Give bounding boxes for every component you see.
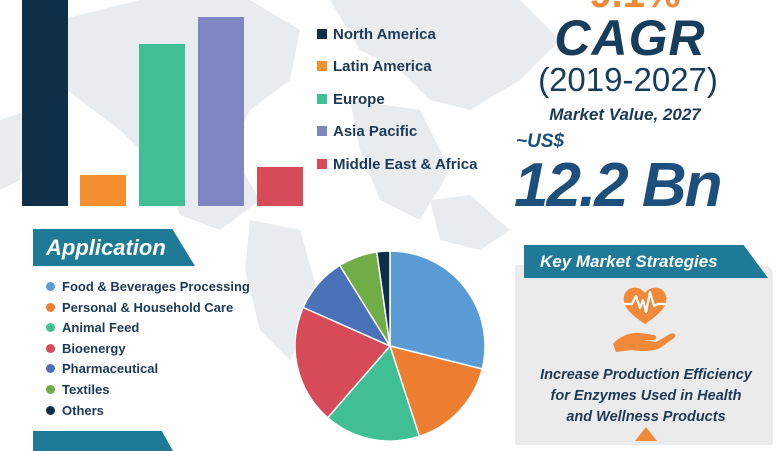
pie-slice-personal-household	[388, 344, 484, 438]
legend-item-asia-pacific: Asia Pacific	[317, 121, 417, 141]
strategy-line: Increase Production Efficiency	[540, 367, 752, 383]
cagr-value: 9.1%	[520, 0, 750, 14]
legend-swatch	[317, 29, 327, 39]
application-item: Textiles	[46, 379, 109, 399]
bullet-dot	[46, 384, 55, 394]
legend-item-middle-east-africa: Middle East & Africa	[317, 154, 477, 174]
strategy-text: Increase Production Efficiency for Enzym…	[520, 365, 772, 428]
application-label: Personal & Household Care	[62, 299, 234, 315]
bullet-dot	[46, 281, 55, 291]
application-banner: Application	[33, 229, 195, 266]
up-arrow-icon	[635, 427, 657, 441]
application-item: Bioenergy	[46, 338, 126, 358]
cagr-period: (2019-2027)	[538, 61, 718, 98]
legend-item-north-america: North America	[317, 24, 436, 44]
application-pie-chart	[295, 251, 485, 441]
pie-slice-others	[375, 251, 391, 347]
strategies-banner: Key Market Strategies	[524, 245, 768, 278]
legend-label: Asia Pacific	[333, 122, 418, 140]
application-label: Pharmaceutical	[62, 360, 159, 376]
legend-label: Europe	[333, 90, 385, 108]
legend-item-europe: Europe	[317, 89, 385, 109]
bar-latin-america	[80, 175, 126, 206]
bullet-dot	[46, 302, 55, 312]
bar-middle-east-africa	[257, 167, 303, 206]
application-item: Others	[46, 400, 104, 420]
application-item: Animal Feed	[46, 317, 139, 337]
application-item: Food & Beverages Processing	[46, 276, 250, 296]
bullet-dot	[46, 363, 55, 373]
application-item: Personal & Household Care	[46, 297, 233, 317]
application-label: Bioenergy	[62, 340, 126, 356]
application-label: Others	[62, 402, 104, 418]
strategy-line: for Enzymes Used in Health	[550, 388, 742, 404]
bullet-dot	[46, 322, 55, 332]
legend-label: Latin America	[333, 57, 432, 75]
market-value: 12.2 Bn	[514, 151, 723, 220]
application-label: Food & Beverages Processing	[62, 278, 250, 294]
cagr-label: CAGR	[554, 10, 706, 66]
legend-label: Middle East & Africa	[333, 155, 478, 173]
bar-north-america	[22, 0, 68, 206]
bullet-dot	[46, 405, 55, 415]
pie-slice-food-beverages	[389, 251, 485, 370]
pie-slice-bioenergy	[295, 306, 392, 419]
legend-swatch	[317, 126, 327, 136]
legend-swatch	[317, 94, 327, 104]
application-label: Textiles	[62, 381, 110, 397]
legend-swatch	[317, 159, 327, 169]
pie-slice-animal-feed	[326, 344, 421, 441]
application-item: Pharmaceutical	[46, 358, 158, 378]
application-label: Animal Feed	[62, 319, 140, 335]
currency-prefix: ~US$	[516, 131, 565, 152]
bar-europe	[139, 44, 185, 206]
market-value-label: Market Value, 2027	[549, 105, 701, 124]
strategy-line: and Wellness Products	[566, 409, 726, 425]
legend-label: North America	[333, 25, 436, 43]
bar-asia-pacific	[198, 17, 244, 206]
next-section-banner	[33, 431, 173, 451]
bullet-dot	[46, 343, 55, 353]
legend-swatch	[317, 61, 327, 71]
legend-item-latin-america: Latin America	[317, 56, 432, 76]
heart-in-hand-icon	[613, 287, 676, 352]
